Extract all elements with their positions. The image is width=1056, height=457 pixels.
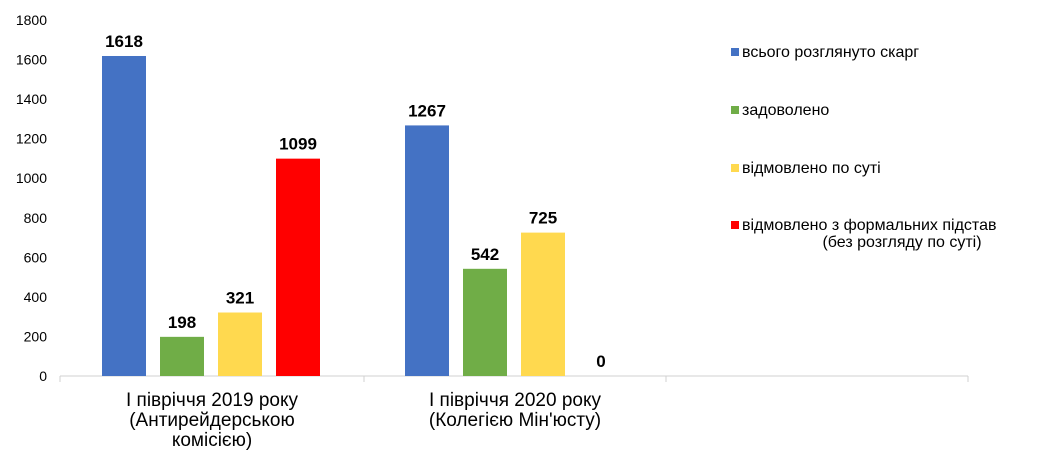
x-category-label: (Колегією Мін'юсту) xyxy=(429,410,601,431)
data-label: 321 xyxy=(226,289,254,308)
bar xyxy=(218,312,262,376)
y-tick-label: 800 xyxy=(24,210,48,226)
y-tick-label: 600 xyxy=(24,249,48,265)
y-tick-label: 1200 xyxy=(16,131,47,147)
y-tick-label: 0 xyxy=(39,368,47,384)
x-category-label: I півріччя 2020 року xyxy=(429,390,602,411)
bar xyxy=(521,232,565,376)
x-category-label: I півріччя 2019 року xyxy=(126,390,299,411)
y-tick-label: 1400 xyxy=(16,91,47,107)
data-label: 1099 xyxy=(279,135,317,154)
legend-swatch xyxy=(731,221,739,229)
x-category-label: (Антирейдерською xyxy=(129,410,295,431)
y-tick-label: 1000 xyxy=(16,170,47,186)
legend-swatch xyxy=(731,106,739,114)
bar xyxy=(160,336,204,376)
data-label: 725 xyxy=(529,209,557,228)
legend-label: відмовлено з формальних підстав xyxy=(742,217,996,234)
x-category-label: комісією) xyxy=(172,430,252,451)
bar xyxy=(405,125,449,376)
data-label: 1618 xyxy=(105,32,143,51)
legend-label: (без розгляду по суті) xyxy=(822,234,981,251)
data-label: 0 xyxy=(596,352,605,371)
data-label: 1267 xyxy=(408,101,446,120)
legend-swatch xyxy=(731,48,739,56)
bar xyxy=(276,158,320,376)
bar xyxy=(463,268,507,376)
legend-label: задоволено xyxy=(742,102,829,119)
data-label: 198 xyxy=(168,313,196,332)
y-tick-label: 400 xyxy=(24,289,48,305)
legend-label: відмовлено по суті xyxy=(742,160,881,177)
data-label: 542 xyxy=(471,245,499,264)
bar xyxy=(102,55,146,377)
y-tick-label: 1600 xyxy=(16,52,47,68)
legend-swatch xyxy=(731,164,739,172)
y-tick-label: 1800 xyxy=(16,12,47,28)
legend-label: всього розглянуто скарг xyxy=(742,44,919,61)
y-tick-label: 200 xyxy=(24,328,48,344)
